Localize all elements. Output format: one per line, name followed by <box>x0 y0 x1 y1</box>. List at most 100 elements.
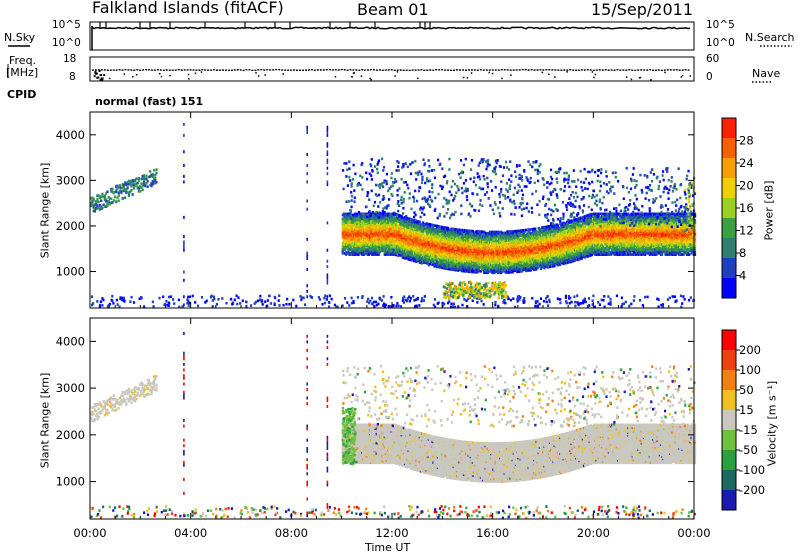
power-cell <box>90 201 93 205</box>
power-cell <box>490 269 493 272</box>
power-cell <box>90 204 93 208</box>
freq-dot <box>101 77 104 80</box>
power-cell <box>444 231 447 235</box>
power-cell <box>537 257 540 261</box>
power-cell <box>466 257 469 261</box>
power-cell <box>95 206 98 210</box>
power-cell <box>469 265 472 268</box>
power-cell <box>447 226 450 230</box>
power-cell <box>399 250 402 253</box>
power-cell <box>462 241 465 245</box>
power-cell <box>511 263 514 266</box>
power-cell <box>354 243 357 246</box>
power-cell <box>516 261 519 265</box>
power-cell <box>462 248 465 251</box>
power-cell <box>152 177 156 181</box>
power-cell <box>546 257 549 260</box>
power-cell <box>424 227 427 230</box>
power-cell <box>111 201 114 204</box>
power-cell <box>410 259 413 262</box>
power-cell <box>343 227 347 231</box>
power-cell <box>410 252 413 256</box>
power-cell <box>490 244 493 248</box>
power-cell <box>537 265 540 268</box>
power-cell <box>368 235 371 238</box>
power-cell <box>368 217 371 221</box>
power-cell <box>110 188 113 191</box>
power-cell <box>115 189 118 192</box>
power-cell <box>389 248 392 251</box>
power-cell <box>357 253 360 256</box>
nsearch-tick-low: 10^0 <box>706 37 735 49</box>
power-cell <box>521 262 524 265</box>
power-cell <box>357 249 360 253</box>
power-cell <box>417 253 420 256</box>
power-cell <box>493 262 496 266</box>
power-cell <box>473 264 476 267</box>
power-cell <box>377 253 381 256</box>
power-cell <box>398 226 401 230</box>
power-cell <box>514 264 518 267</box>
power-cell <box>437 232 441 236</box>
freq-dot <box>109 77 111 80</box>
power-cell <box>528 247 531 250</box>
power-cell <box>96 194 99 197</box>
power-cell <box>140 182 143 185</box>
power-cell <box>135 182 138 185</box>
power-cell <box>111 187 114 191</box>
power-cell <box>375 235 378 238</box>
power-cell <box>413 235 416 239</box>
power-cell <box>401 216 404 220</box>
power-cell <box>417 243 420 246</box>
power-cell <box>535 249 538 252</box>
power-cell <box>375 226 378 230</box>
power-cell <box>93 209 96 213</box>
power-cell <box>399 217 402 220</box>
power-cell <box>155 180 158 184</box>
power-cell <box>537 243 540 247</box>
power-cell <box>520 270 523 273</box>
power-cell <box>466 248 469 252</box>
power-cell <box>521 229 524 232</box>
power-cell <box>514 256 518 260</box>
power-cell <box>508 230 511 233</box>
power-cell <box>483 242 486 245</box>
freq-dot <box>94 70 97 73</box>
power-cell <box>149 170 152 173</box>
power-cell <box>126 182 129 186</box>
nave-label: Nave <box>752 67 781 80</box>
power-cell <box>456 262 459 266</box>
power-cell <box>93 207 96 211</box>
freq-dot <box>548 73 550 75</box>
power-cell <box>451 242 454 246</box>
power-cell <box>484 231 487 235</box>
power-cell <box>136 185 139 189</box>
freq-dot <box>101 78 104 81</box>
power-cell <box>343 252 347 255</box>
power-cell <box>95 203 98 206</box>
power-cell <box>347 231 350 235</box>
power-cell <box>434 228 437 231</box>
power-cell <box>456 269 459 272</box>
power-cell <box>152 180 156 183</box>
power-cell <box>92 206 95 209</box>
power-cell <box>420 255 424 259</box>
power-cell <box>437 254 441 258</box>
power-cell <box>96 200 99 203</box>
freq-dot <box>625 76 628 78</box>
power-cell <box>493 249 496 253</box>
power-cell <box>122 189 125 193</box>
power-cell <box>466 234 469 238</box>
power-cell <box>459 250 462 253</box>
power-cell <box>357 212 360 216</box>
power-cell <box>431 258 434 261</box>
power-cell <box>466 269 469 272</box>
power-cell <box>511 230 514 233</box>
power-cell <box>514 233 518 237</box>
power-cell <box>518 258 521 262</box>
power-cell <box>424 252 427 256</box>
power-cell <box>424 223 427 226</box>
power-cell <box>466 231 469 235</box>
nave-tick-high: 60 <box>706 53 720 65</box>
power-cell <box>150 184 153 188</box>
